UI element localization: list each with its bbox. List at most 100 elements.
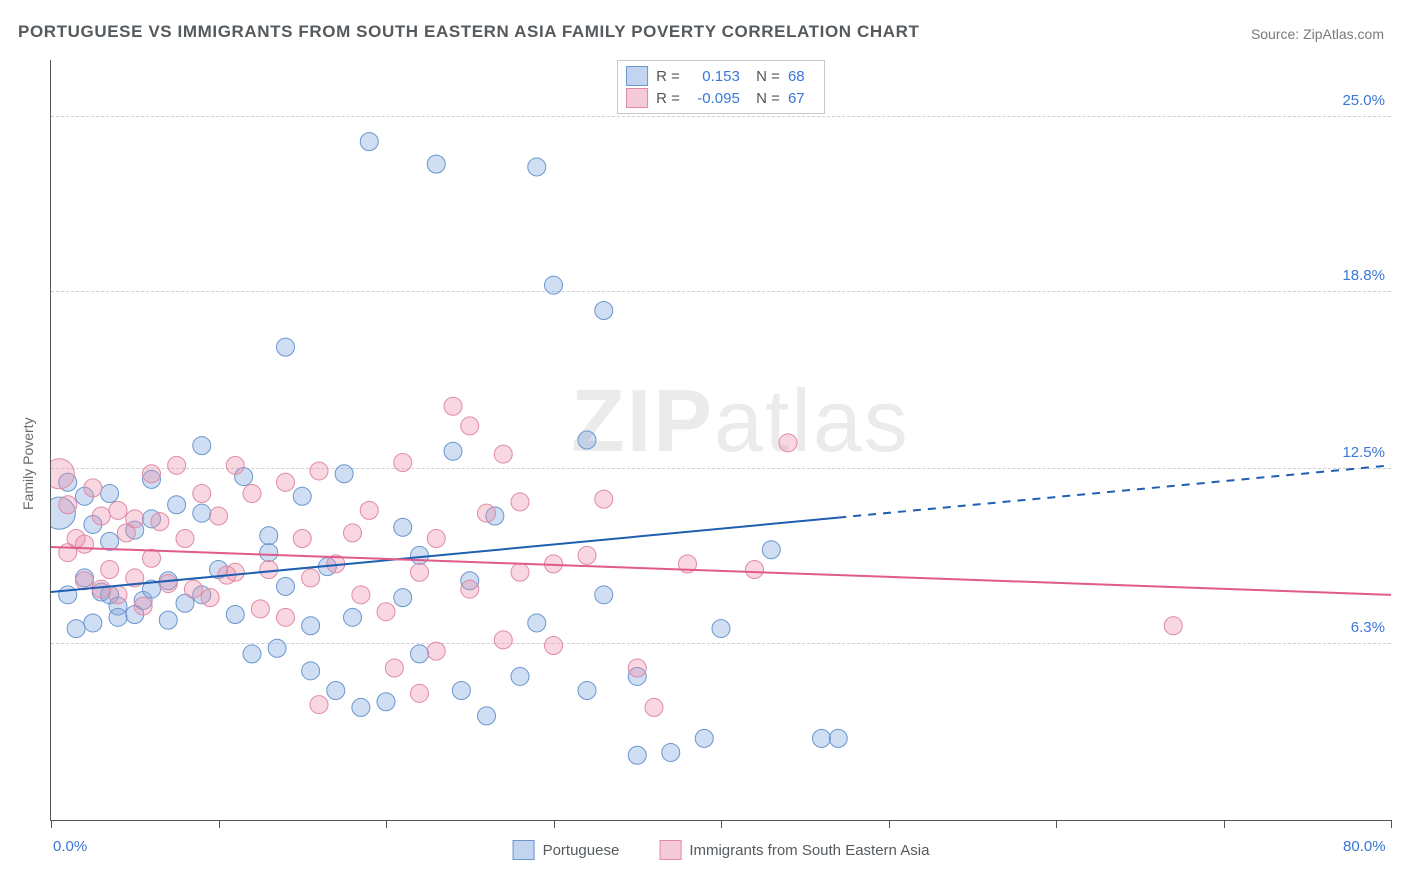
legend-series: Portuguese Immigrants from South Eastern… (513, 840, 930, 860)
scatter-point (511, 493, 529, 511)
scatter-point (352, 698, 370, 716)
scatter-point (595, 490, 613, 508)
scatter-point (478, 504, 496, 522)
scatter-point (427, 155, 445, 173)
scatter-point (176, 594, 194, 612)
trend-line-dashed (838, 465, 1391, 517)
n-label: N = (748, 90, 780, 107)
scatter-point (193, 437, 211, 455)
scatter-point (277, 338, 295, 356)
scatter-point (76, 569, 94, 587)
n-value-1: 67 (788, 90, 816, 107)
scatter-point (444, 397, 462, 415)
scatter-point (344, 608, 362, 626)
scatter-point (545, 555, 563, 573)
scatter-point (628, 746, 646, 764)
scatter-point (578, 546, 596, 564)
legend-row-0: R = 0.153 N = 68 (626, 65, 816, 87)
scatter-point (494, 445, 512, 463)
scatter-point (226, 563, 244, 581)
scatter-point (101, 586, 119, 604)
scatter-point (92, 507, 110, 525)
scatter-point (92, 580, 110, 598)
scatter-point (260, 544, 278, 562)
scatter-point (377, 603, 395, 621)
scatter-point (478, 707, 496, 725)
watermark: ZIPatlas (571, 370, 910, 472)
scatter-point (143, 470, 161, 488)
scatter-point (193, 586, 211, 604)
scatter-point (243, 484, 261, 502)
scatter-svg (51, 60, 1391, 820)
scatter-point (628, 659, 646, 677)
scatter-point (1164, 617, 1182, 635)
x-tick-label: 0.0% (53, 838, 87, 855)
scatter-point (645, 698, 663, 716)
scatter-point (277, 608, 295, 626)
scatter-point (293, 530, 311, 548)
scatter-point (762, 541, 780, 559)
scatter-point (218, 566, 236, 584)
scatter-point (461, 580, 479, 598)
scatter-point (210, 560, 228, 578)
scatter-point (143, 580, 161, 598)
scatter-point (159, 611, 177, 629)
scatter-point (159, 575, 177, 593)
scatter-point (84, 614, 102, 632)
scatter-point (193, 504, 211, 522)
x-tick (51, 820, 52, 828)
scatter-point (92, 583, 110, 601)
scatter-point (578, 431, 596, 449)
scatter-point (235, 468, 253, 486)
gridline-h (51, 116, 1391, 117)
trend-line (51, 547, 1391, 595)
scatter-point (394, 518, 412, 536)
legend-label-0: Portuguese (543, 842, 620, 859)
scatter-point (159, 572, 177, 590)
scatter-point (143, 549, 161, 567)
scatter-point (293, 487, 311, 505)
scatter-point (327, 682, 345, 700)
scatter-point (59, 496, 77, 514)
x-tick-label: 80.0% (1343, 838, 1386, 855)
scatter-point (360, 133, 378, 151)
scatter-point (243, 645, 261, 663)
y-tick-label: 12.5% (1342, 444, 1385, 461)
scatter-point (251, 600, 269, 618)
scatter-point (260, 560, 278, 578)
scatter-point (444, 442, 462, 460)
scatter-point (352, 586, 370, 604)
chart-title: PORTUGUESE VS IMMIGRANTS FROM SOUTH EAST… (18, 22, 920, 42)
legend-swatch-bottom-0 (513, 840, 535, 860)
scatter-point (377, 693, 395, 711)
scatter-point (318, 558, 336, 576)
scatter-point (193, 484, 211, 502)
x-tick (219, 820, 220, 828)
scatter-point (76, 535, 94, 553)
scatter-point (578, 682, 596, 700)
scatter-point (260, 527, 278, 545)
scatter-point (528, 158, 546, 176)
scatter-point (76, 572, 94, 590)
scatter-point (59, 473, 77, 491)
scatter-point (168, 496, 186, 514)
watermark-bold: ZIP (571, 371, 714, 470)
scatter-point (134, 597, 152, 615)
watermark-light: atlas (714, 371, 910, 470)
scatter-point (411, 684, 429, 702)
scatter-point (813, 729, 831, 747)
scatter-point (226, 606, 244, 624)
r-value-0: 0.153 (688, 68, 740, 85)
r-label: R = (656, 68, 680, 85)
scatter-point (277, 577, 295, 595)
scatter-point (327, 555, 345, 573)
x-tick (554, 820, 555, 828)
scatter-point (411, 546, 429, 564)
scatter-point (184, 580, 202, 598)
legend-swatch-bottom-1 (659, 840, 681, 860)
scatter-point (302, 662, 320, 680)
scatter-point (143, 510, 161, 528)
scatter-point (168, 456, 186, 474)
scatter-point (310, 462, 328, 480)
scatter-point (385, 659, 403, 677)
